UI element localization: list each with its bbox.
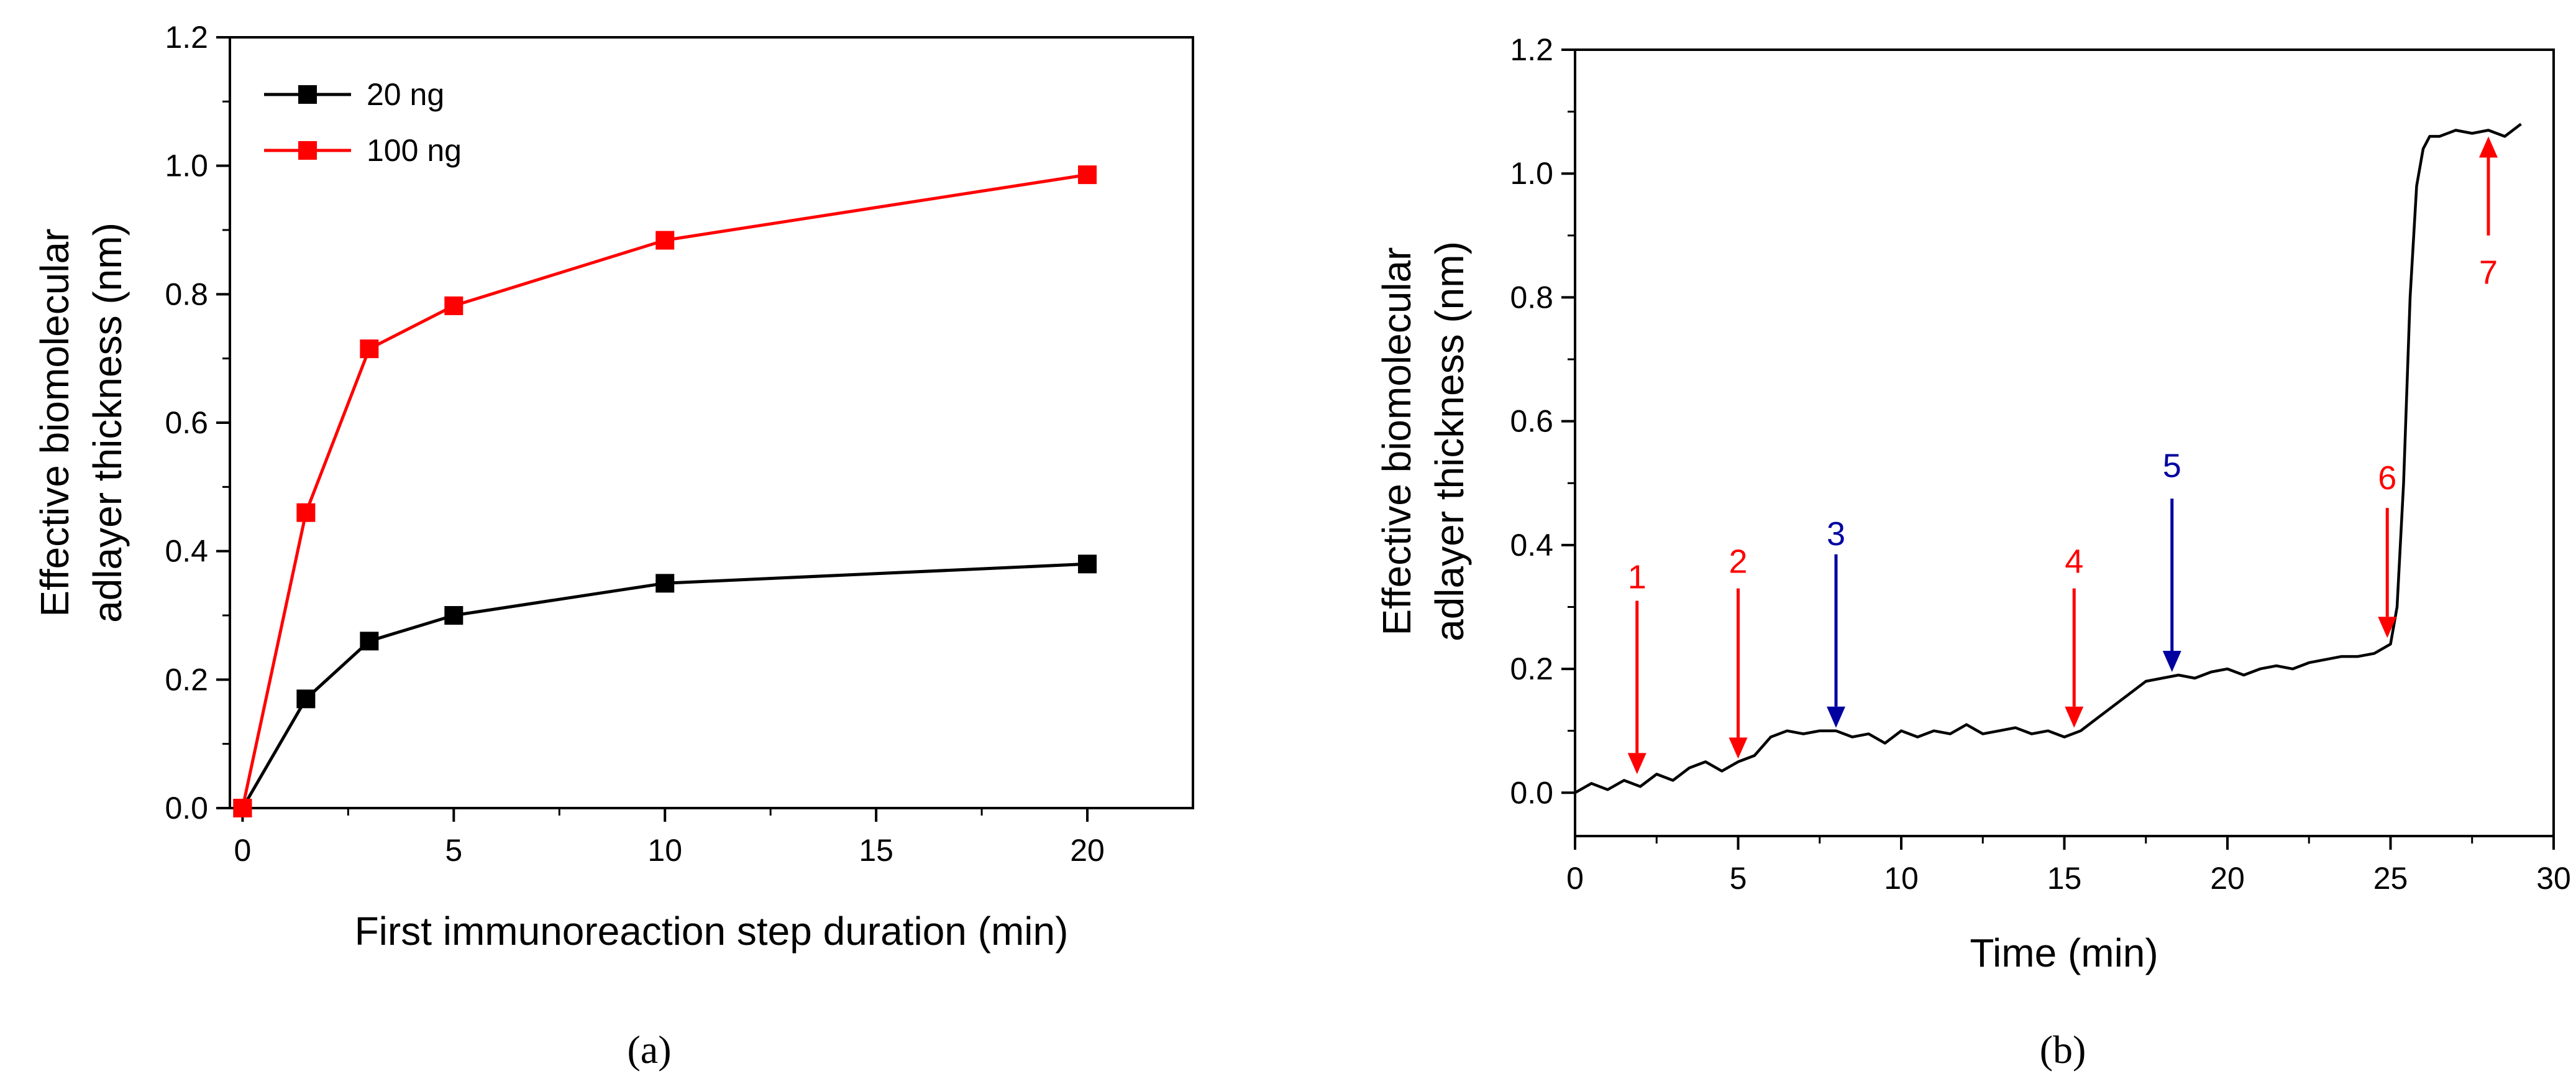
panel-a-legend-100-ng-label: 100 ng — [367, 133, 462, 168]
panel-a-x-tick-label: 0 — [234, 833, 251, 868]
panel-a-y-tick-label: 0.8 — [165, 277, 208, 311]
panel-a-legend-20-ng-marker — [298, 85, 317, 104]
panel-a-y-tick-label: 1.0 — [165, 149, 208, 183]
panel-b-marker-1-arrow-head — [1627, 753, 1647, 775]
panel-a-x-tick-label: 20 — [1070, 833, 1105, 868]
panel-b-label: (b) — [2040, 1028, 2086, 1072]
panel-b: Time (min) Effective biomolecular adlaye… — [1374, 32, 2571, 1072]
panel-b-y-tick-label: 0.8 — [1510, 280, 1553, 315]
panel-a: First immunoreaction step duration (min)… — [32, 20, 1194, 1072]
panel-b-y-axis-title-line2: adlayer thickness (nm) — [1427, 241, 1472, 641]
panel-b-marker-1-label: 1 — [1628, 559, 1647, 596]
panel-a-series-100-ng-point — [1078, 165, 1097, 185]
panel-b-y-tick-label: 1.0 — [1510, 156, 1553, 191]
panel-a-legend-100-ng-marker — [298, 141, 317, 160]
panel-b-x-tick-label: 15 — [2047, 861, 2082, 896]
panel-a-series-20-ng-point — [655, 574, 675, 593]
panel-a-series-100-ng-point — [296, 503, 316, 522]
panel-b-series-thickness-line — [1574, 122, 2522, 794]
panel-a-series-100-ng-line — [240, 173, 1088, 809]
panel-b-x-tick-label: 20 — [2210, 861, 2245, 896]
panel-a-y-tick-label: 0.0 — [165, 791, 208, 825]
panel-b-y-tick-label: 0.4 — [1510, 528, 1553, 563]
panel-b-x-tick-label: 10 — [1884, 861, 1919, 896]
panel-a-y-tick-label: 0.4 — [165, 534, 208, 569]
panel-a-y-tick-label: 0.6 — [165, 405, 208, 440]
panel-b-y-tick-label: 1.2 — [1510, 32, 1553, 67]
panel-b-marker-2-arrow-head — [1729, 737, 1748, 759]
panel-b-x-tick-label: 0 — [1566, 861, 1584, 896]
panel-a-x-tick-label: 10 — [647, 833, 682, 868]
panel-b-x-tick-label: 5 — [1730, 861, 1747, 896]
panel-b-marker-7-arrow-head — [2479, 136, 2498, 158]
panel-a-series-20-ng-point — [1078, 554, 1097, 574]
panel-a-label: (a) — [627, 1028, 671, 1072]
panel-b-y-tick-label: 0.0 — [1510, 775, 1553, 810]
panel-a-legend-20-ng-label: 20 ng — [367, 77, 444, 112]
panel-b-x-tick-label: 25 — [2373, 861, 2408, 896]
panel-b-y-tick-label: 0.6 — [1510, 404, 1553, 439]
panel-a-series-100-ng-point — [233, 799, 252, 817]
panel-b-marker-5-label: 5 — [2163, 447, 2181, 484]
panel-a-y-axis-title-line2: adlayer thickness (nm) — [85, 223, 130, 623]
panel-a-series-100-ng-point — [444, 296, 464, 315]
panel-a-series-20-ng-point — [360, 632, 379, 651]
panel-b-marker-7-label: 7 — [2479, 254, 2498, 292]
panel-b-y-axis-title-line1: Effective biomolecular — [1374, 247, 1419, 636]
panel-b-marker-3-arrow-head — [1827, 706, 1845, 728]
panel-b-marker-4-arrow-head — [2065, 706, 2084, 728]
panel-a-y-axis-title-line1: Effective biomolecular — [32, 229, 77, 617]
panel-a-x-axis-title: First immunoreaction step duration (min) — [355, 909, 1069, 954]
panel-a-series-20-ng-point — [444, 606, 464, 625]
panel-b-x-tick-label: 30 — [2536, 861, 2571, 896]
panel-b-marker-6-label: 6 — [2378, 459, 2396, 497]
panel-a-series-100-ng-point — [360, 339, 379, 359]
panel-b-marker-6-arrow-head — [2378, 617, 2397, 638]
panel-a-y-tick-label: 1.2 — [165, 20, 208, 55]
panel-b-marker-4-label: 4 — [2065, 543, 2083, 581]
panel-b-plot-frame — [1574, 48, 2555, 837]
panel-b-marker-5-arrow-head — [2162, 651, 2181, 673]
panel-b-marker-3-label: 3 — [1827, 515, 1845, 553]
panel-a-series-20-ng-line — [241, 562, 1088, 809]
panel-a-series-100-ng-point — [655, 231, 675, 250]
panel-b-marker-2-label: 2 — [1729, 543, 1747, 581]
panel-a-series-20-ng-point — [296, 689, 316, 709]
panel-b-x-axis-title: Time (min) — [1970, 931, 2158, 975]
panel-a-x-tick-label: 5 — [445, 833, 462, 868]
panel-b-y-tick-label: 0.2 — [1510, 651, 1553, 686]
panel-a-x-tick-label: 15 — [859, 833, 893, 868]
panel-a-y-tick-label: 0.2 — [165, 662, 208, 697]
